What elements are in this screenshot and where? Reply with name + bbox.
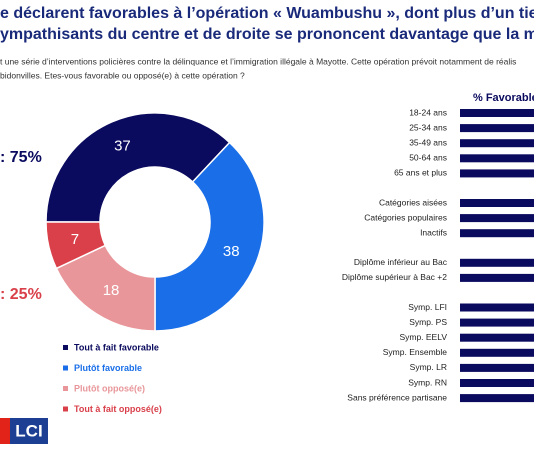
legend-swatch bbox=[63, 345, 68, 350]
bar-category: Symp. RN bbox=[408, 377, 447, 387]
total-label: : 25% bbox=[0, 286, 42, 303]
bar bbox=[460, 169, 534, 178]
bar bbox=[460, 333, 534, 342]
donut-slice bbox=[154, 141, 265, 332]
slice-label: 18 bbox=[103, 282, 120, 299]
legend-label: Plutôt favorable bbox=[74, 363, 142, 373]
legend-swatch bbox=[63, 365, 68, 371]
bar bbox=[460, 363, 534, 372]
bar bbox=[460, 124, 534, 133]
bar-category: Symp. EELV bbox=[399, 332, 447, 342]
bar-header: % Favorable bbox=[473, 92, 534, 104]
legend-label: Tout à fait favorable bbox=[74, 342, 159, 352]
bar-category: Sans préférence partisane bbox=[347, 392, 447, 402]
legend-swatch bbox=[63, 406, 68, 412]
logo: LCI bbox=[0, 418, 48, 444]
logo-text: LCI bbox=[15, 421, 42, 440]
bar bbox=[460, 109, 534, 117]
bar-category: 18-24 ans bbox=[409, 107, 447, 117]
bar bbox=[460, 348, 534, 357]
bar-category: Inactifs bbox=[420, 227, 447, 237]
bar-category: 35-49 ans bbox=[409, 137, 447, 147]
bar bbox=[460, 394, 534, 403]
title-line: ympathisants du centre et de droite se p… bbox=[0, 26, 534, 43]
bar-category: Symp. PS bbox=[409, 317, 447, 327]
bar-category: Symp. LFI bbox=[408, 302, 447, 312]
bar bbox=[460, 139, 534, 148]
slice-label: 38 bbox=[223, 243, 240, 260]
donut-slice bbox=[45, 221, 107, 270]
bar bbox=[460, 229, 534, 238]
bar bbox=[460, 273, 534, 282]
legend-swatch bbox=[63, 386, 68, 391]
subtitle-line: bidonvilles. Etes-vous favorable ou oppo… bbox=[0, 70, 245, 80]
slice-label: 7 bbox=[71, 231, 79, 248]
bar-category: Symp. Ensemble bbox=[383, 347, 448, 357]
bar bbox=[460, 379, 534, 387]
bar-category: Diplôme supérieur à Bac +2 bbox=[342, 272, 447, 282]
bar-category: 50-64 ans bbox=[409, 153, 447, 163]
bar-category: 25-34 ans bbox=[409, 122, 447, 132]
bar-category: Symp. LR bbox=[410, 362, 447, 372]
bar bbox=[460, 303, 534, 312]
subtitle-line: t une série d’interventions policières c… bbox=[0, 56, 516, 66]
logo-stripe bbox=[0, 418, 10, 444]
legend-label: Tout à fait opposé(e) bbox=[74, 404, 162, 414]
bar-category: 65 ans et plus bbox=[394, 168, 447, 178]
bar bbox=[460, 154, 534, 163]
bar-category: Catégories populaires bbox=[364, 212, 447, 222]
bar bbox=[460, 258, 534, 267]
title-line: e déclarent favorables à l’opération « W… bbox=[0, 5, 534, 22]
donut-slice bbox=[45, 112, 231, 223]
legend-label: Plutôt opposé(e) bbox=[74, 383, 145, 393]
total-label: : 75% bbox=[0, 149, 42, 166]
slice-label: 37 bbox=[114, 138, 131, 155]
bar bbox=[460, 214, 534, 223]
bar bbox=[460, 199, 534, 207]
bar-category: Catégories aisées bbox=[379, 197, 447, 207]
bar-category: Diplôme inférieur au Bac bbox=[354, 257, 448, 267]
bar bbox=[460, 318, 534, 327]
